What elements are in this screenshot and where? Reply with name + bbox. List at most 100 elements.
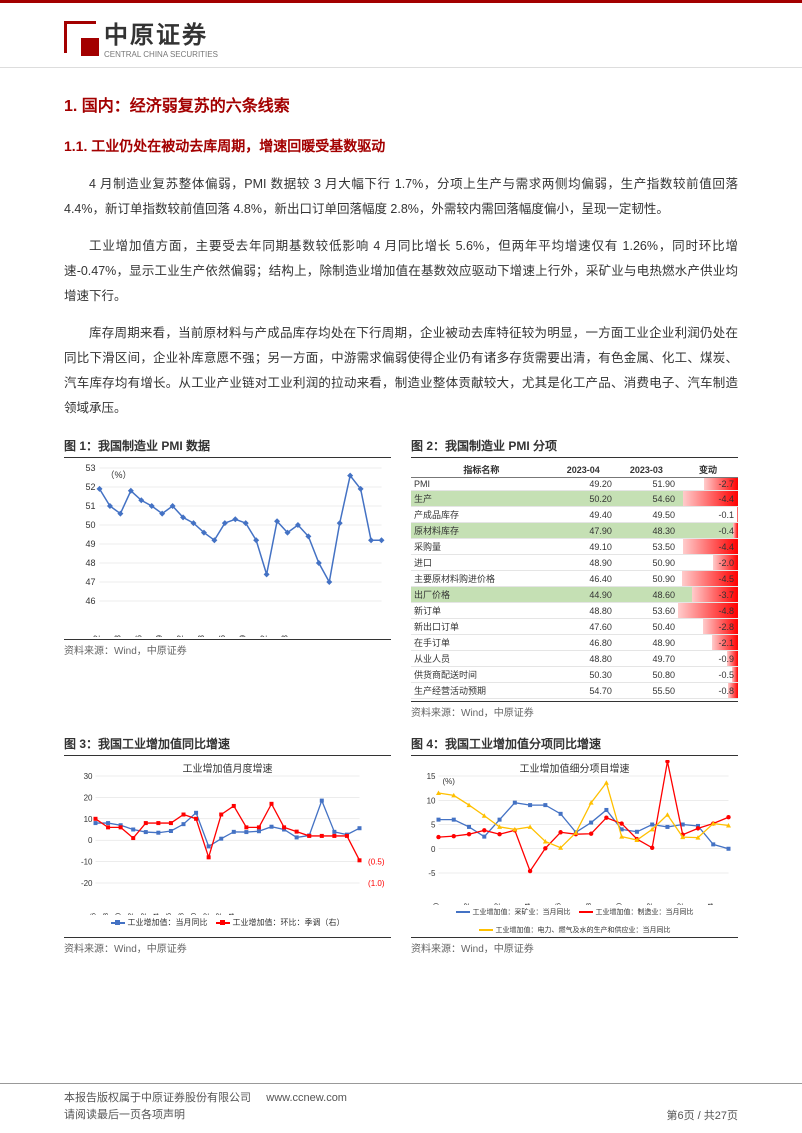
table-row: 在手订单46.8048.90-2.1 (411, 635, 738, 651)
svg-text:2021-09: 2021-09 (155, 634, 164, 637)
svg-text:2021-08: 2021-08 (103, 913, 110, 915)
svg-text:2021-06: 2021-06 (134, 634, 143, 637)
figure-1-chart: 46 47 48 49 50 51 52 53 （%） 2020-12 2021-03 2021-06… (64, 462, 391, 637)
svg-text:2023-02: 2023-02 (678, 903, 685, 905)
svg-text:2022-06: 2022-06 (166, 913, 173, 915)
table-row: 供货商配送时间50.3050.80-0.5 (411, 667, 738, 683)
figure-3-legend: 工业增加值：当月同比工业增加值：环比：季调（右） (64, 915, 391, 928)
svg-text:2022-12: 2022-12 (204, 913, 211, 915)
svg-text:30: 30 (84, 772, 93, 781)
svg-text:（%）: （%） (106, 470, 132, 480)
figure-4-legend: 工业增加值：采矿业：当月同比工业增加值：制造业：当月同比工业增加值：电力、燃气及… (411, 905, 738, 935)
svg-text:-10: -10 (81, 858, 93, 867)
svg-text:50: 50 (85, 520, 95, 530)
svg-text:2022-03: 2022-03 (197, 634, 206, 637)
svg-text:工业增加值细分项目增速: 工业增加值细分项目增速 (520, 762, 630, 775)
svg-text:20: 20 (84, 793, 93, 802)
svg-text:2022-10: 2022-10 (617, 903, 624, 905)
table-row: 进口48.9050.90-2.0 (411, 555, 738, 571)
svg-text:0: 0 (88, 836, 93, 845)
table-row: 从业人员48.8049.70-0.9 (411, 651, 738, 667)
svg-text:49: 49 (85, 539, 95, 549)
svg-text:2022-08: 2022-08 (586, 903, 593, 905)
figure-1-title: 图 1：我国制造业 PMI 数据 (64, 437, 391, 458)
svg-text:2021-12: 2021-12 (176, 634, 185, 637)
figure-3-chart: 工业增加值月度增速 -20 -10 0 10 20 30 (0.5) (1.0) 2021-06 2… (64, 760, 391, 915)
svg-text:46: 46 (85, 596, 95, 606)
svg-text:2023-02: 2023-02 (216, 913, 223, 915)
svg-text:2021-06: 2021-06 (91, 913, 98, 915)
figure-2-table: 指标名称2023-042023-03变动PMI49.2051.90-2.7生产5… (411, 462, 738, 699)
svg-text:5: 5 (431, 821, 436, 830)
svg-text:(%): (%) (443, 777, 456, 786)
figure-1-source: 资料来源：Wind，中原证券 (64, 639, 391, 657)
figure-2-title: 图 2：我国制造业 PMI 分项 (411, 437, 738, 458)
figure-4-title: 图 4：我国工业增加值分项同比增速 (411, 735, 738, 756)
body-paragraph: 工业增加值方面，主要受去年同期基数较低影响 4 月同比增长 5.6%，但两年平均… (64, 234, 738, 309)
figure-4-source: 资料来源：Wind，中原证券 (411, 937, 738, 955)
page-footer: 本报告版权属于中原证券股份有限公司 www.ccnew.com 请阅读最后一页各… (0, 1083, 802, 1133)
svg-text:2023-03: 2023-03 (281, 634, 290, 637)
svg-text:2023-04: 2023-04 (708, 903, 715, 905)
figure-2: 图 2：我国制造业 PMI 分项 指标名称2023-042023-03变动PMI… (411, 437, 738, 719)
svg-text:2022-08: 2022-08 (179, 913, 186, 915)
svg-text:2022-09: 2022-09 (239, 634, 248, 637)
svg-text:2021-10: 2021-10 (116, 913, 123, 915)
table-row: 新订单48.8053.60-4.8 (411, 603, 738, 619)
figure-1: 图 1：我国制造业 PMI 数据 46 47 48 49 50 51 52 53 （%） 2020… (64, 437, 391, 719)
figure-3: 图 3：我国工业增加值同比增速 工业增加值月度增速 -20 -10 0 10 20 30 (0… (64, 735, 391, 955)
svg-text:53: 53 (85, 463, 95, 473)
section-heading-1: 1. 国内：经济弱复苏的六条线索 (64, 92, 738, 116)
svg-text:2021-12: 2021-12 (464, 903, 471, 905)
svg-text:52: 52 (85, 482, 95, 492)
table-row: 出厂价格44.9048.60-3.7 (411, 587, 738, 603)
svg-text:2022-04: 2022-04 (525, 903, 532, 905)
svg-text:2022-02: 2022-02 (495, 903, 502, 905)
body-paragraph: 4 月制造业复苏整体偏弱，PMI 数据较 3 月大幅下行 1.7%，分项上生产与… (64, 172, 738, 222)
table-row: 生产50.2054.60-4.4 (411, 491, 738, 507)
table-row: 新出口订单47.6050.40-2.8 (411, 619, 738, 635)
svg-text:2021-10: 2021-10 (434, 903, 441, 905)
svg-text:47: 47 (85, 577, 95, 587)
figure-2-source: 资料来源：Wind，中原证券 (411, 701, 738, 719)
svg-text:-5: -5 (428, 869, 436, 878)
figure-3-title: 图 3：我国工业增加值同比增速 (64, 735, 391, 756)
svg-text:2022-02: 2022-02 (141, 913, 148, 915)
figure-4-chart: 工业增加值细分项目增速(%)-50510152021-102021-122022… (411, 760, 738, 905)
table-row: 主要原材料购进价格46.4050.90-4.5 (411, 571, 738, 587)
logo-mark (64, 21, 96, 53)
svg-text:2022-04: 2022-04 (153, 913, 160, 915)
table-row: 原材料库存47.9048.30-0.4 (411, 523, 738, 539)
brand-name-cn: 中原证券 (104, 22, 208, 49)
table-row: PMI49.2051.90-2.7 (411, 478, 738, 491)
table-row: 产成品库存49.4049.50-0.1 (411, 507, 738, 523)
footer-page: 第6页 / 共27页 (666, 1107, 738, 1123)
svg-text:51: 51 (85, 501, 95, 511)
figure-3-source: 资料来源：Wind，中原证券 (64, 937, 391, 955)
svg-text:15: 15 (427, 772, 436, 781)
svg-text:2023-04: 2023-04 (229, 913, 236, 915)
svg-text:-20: -20 (81, 879, 93, 888)
table-row: 采购量49.1053.50-4.4 (411, 539, 738, 555)
section-heading-2: 1.1. 工业仍处在被动去库周期，增速回暖受基数驱动 (64, 136, 738, 156)
footer-site: www.ccnew.com (266, 1092, 347, 1104)
brand-logo: 中原证券 CENTRAL CHINA SECURITIES (64, 15, 218, 59)
svg-text:10: 10 (84, 815, 93, 824)
svg-text:2022-06: 2022-06 (556, 903, 563, 905)
svg-text:工业增加值月度增速: 工业增加值月度增速 (183, 762, 273, 775)
svg-text:(1.0): (1.0) (368, 879, 385, 888)
footer-copyright: 本报告版权属于中原证券股份有限公司 (64, 1092, 251, 1104)
svg-text:48: 48 (85, 558, 95, 568)
svg-text:2021-03: 2021-03 (113, 634, 122, 637)
footer-disclaimer: 请阅读最后一页各项声明 (64, 1109, 185, 1121)
svg-text:0: 0 (431, 845, 436, 854)
svg-text:(0.5): (0.5) (368, 858, 385, 867)
table-row: 生产经营活动预期54.7055.50-0.8 (411, 683, 738, 699)
figure-4: 图 4：我国工业增加值分项同比增速 工业增加值细分项目增速(%)-5051015… (411, 735, 738, 955)
brand-name-en: CENTRAL CHINA SECURITIES (104, 50, 218, 59)
svg-text:2022-12: 2022-12 (260, 634, 269, 637)
svg-text:2020-12: 2020-12 (93, 634, 102, 637)
body-paragraph: 库存周期来看，当前原材料与产成品库存均处在下行周期，企业被动去库特征较为明显，一… (64, 321, 738, 421)
svg-text:2021-12: 2021-12 (128, 913, 135, 915)
svg-text:2022-10: 2022-10 (191, 913, 198, 915)
